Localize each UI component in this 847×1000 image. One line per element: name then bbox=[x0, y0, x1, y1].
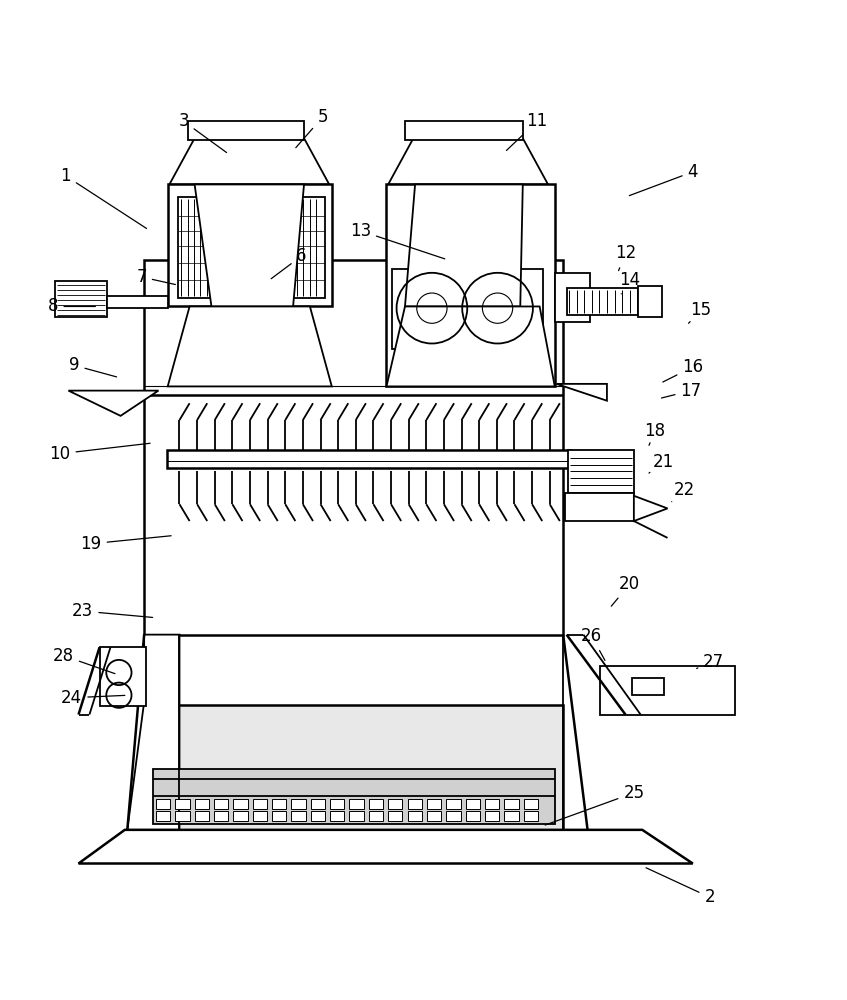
Bar bbox=[567, 288, 638, 315]
Text: 6: 6 bbox=[271, 247, 307, 279]
Text: 2: 2 bbox=[646, 868, 715, 906]
Bar bbox=[144, 705, 563, 830]
Bar bbox=[407, 799, 422, 809]
Bar bbox=[291, 811, 306, 821]
Bar bbox=[555, 273, 590, 322]
Bar bbox=[485, 799, 499, 809]
Bar bbox=[632, 678, 664, 695]
Text: 17: 17 bbox=[662, 382, 701, 400]
Bar bbox=[466, 811, 480, 821]
Bar bbox=[386, 184, 555, 386]
Polygon shape bbox=[69, 391, 158, 416]
Bar bbox=[167, 450, 571, 468]
Polygon shape bbox=[127, 635, 180, 830]
Polygon shape bbox=[565, 493, 634, 521]
Text: 10: 10 bbox=[49, 443, 150, 463]
Bar bbox=[405, 121, 523, 140]
Text: 16: 16 bbox=[663, 358, 703, 382]
Text: 26: 26 bbox=[581, 627, 605, 660]
Bar bbox=[252, 799, 267, 809]
Bar bbox=[152, 769, 555, 824]
Text: 14: 14 bbox=[619, 271, 640, 294]
Bar bbox=[368, 811, 383, 821]
Bar bbox=[233, 811, 247, 821]
Bar bbox=[214, 811, 229, 821]
Text: 1: 1 bbox=[61, 167, 147, 228]
Bar bbox=[233, 799, 247, 809]
Bar bbox=[330, 799, 345, 809]
Text: 4: 4 bbox=[629, 163, 698, 196]
Text: 25: 25 bbox=[545, 784, 645, 825]
Polygon shape bbox=[634, 496, 667, 521]
Bar bbox=[175, 811, 190, 821]
Bar bbox=[144, 260, 563, 635]
Bar bbox=[107, 296, 168, 308]
Bar bbox=[568, 450, 634, 493]
Bar bbox=[178, 197, 325, 298]
Bar bbox=[523, 811, 538, 821]
Text: 27: 27 bbox=[696, 653, 724, 671]
Bar bbox=[427, 799, 441, 809]
Polygon shape bbox=[169, 138, 329, 184]
Bar bbox=[638, 286, 662, 317]
Text: 20: 20 bbox=[612, 575, 640, 606]
Bar bbox=[311, 799, 325, 809]
Bar bbox=[156, 811, 170, 821]
Polygon shape bbox=[388, 138, 548, 184]
Bar bbox=[168, 184, 332, 306]
Bar bbox=[466, 799, 480, 809]
Text: 12: 12 bbox=[615, 244, 636, 271]
Bar bbox=[446, 799, 461, 809]
Text: 13: 13 bbox=[350, 222, 445, 259]
Text: 5: 5 bbox=[296, 108, 328, 148]
Text: 19: 19 bbox=[80, 535, 171, 553]
Polygon shape bbox=[79, 830, 693, 864]
Bar bbox=[523, 799, 538, 809]
Bar bbox=[388, 811, 402, 821]
Bar bbox=[388, 799, 402, 809]
Text: 7: 7 bbox=[136, 268, 175, 286]
Bar bbox=[350, 811, 363, 821]
Bar bbox=[391, 269, 543, 349]
Bar bbox=[156, 799, 170, 809]
Bar bbox=[252, 811, 267, 821]
Bar bbox=[504, 799, 518, 809]
Text: 24: 24 bbox=[61, 689, 125, 707]
Text: 18: 18 bbox=[645, 422, 666, 445]
Text: 11: 11 bbox=[507, 112, 548, 150]
Bar bbox=[485, 811, 499, 821]
Polygon shape bbox=[405, 184, 523, 306]
Polygon shape bbox=[168, 306, 332, 386]
Bar bbox=[272, 799, 286, 809]
Polygon shape bbox=[195, 184, 304, 306]
Bar bbox=[368, 799, 383, 809]
Text: 22: 22 bbox=[672, 481, 695, 502]
Polygon shape bbox=[386, 306, 555, 386]
Bar bbox=[291, 799, 306, 809]
Bar bbox=[272, 811, 286, 821]
Bar bbox=[55, 281, 107, 317]
Bar bbox=[311, 811, 325, 821]
Bar bbox=[427, 811, 441, 821]
Bar bbox=[100, 647, 146, 706]
Bar bbox=[188, 121, 304, 140]
Bar bbox=[195, 811, 209, 821]
Bar bbox=[175, 799, 190, 809]
Bar bbox=[195, 799, 209, 809]
Text: 9: 9 bbox=[69, 356, 117, 377]
Bar bbox=[350, 799, 363, 809]
Text: 15: 15 bbox=[689, 301, 711, 323]
Text: 21: 21 bbox=[649, 453, 674, 473]
Bar bbox=[214, 799, 229, 809]
Bar bbox=[504, 811, 518, 821]
Bar bbox=[446, 811, 461, 821]
Text: 3: 3 bbox=[179, 112, 227, 153]
Bar bbox=[330, 811, 345, 821]
Polygon shape bbox=[556, 384, 607, 401]
Text: 28: 28 bbox=[53, 647, 115, 674]
Bar bbox=[601, 666, 735, 715]
Text: 8: 8 bbox=[48, 297, 96, 315]
Bar bbox=[407, 811, 422, 821]
Text: 23: 23 bbox=[72, 602, 152, 620]
